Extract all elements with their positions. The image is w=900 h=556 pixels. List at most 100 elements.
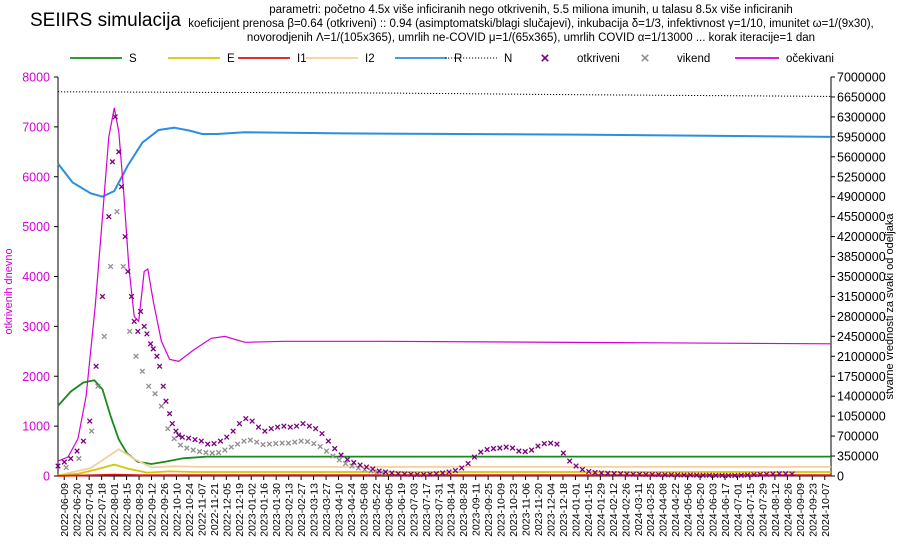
line-n bbox=[57, 91, 832, 97]
point-otkriveni bbox=[560, 450, 567, 456]
point-otkriveni bbox=[325, 438, 332, 444]
point-otkriveni bbox=[757, 471, 763, 478]
point-otkriveni bbox=[592, 469, 598, 476]
x-tick-label: 2023-05-22 bbox=[371, 483, 383, 537]
y-left-tick-label: 2000 bbox=[22, 370, 50, 384]
point-otkriveni bbox=[55, 463, 61, 469]
x-tick-label: 2023-11-20 bbox=[533, 483, 545, 536]
y-left-tick-label: 0 bbox=[43, 470, 50, 484]
point-vikend bbox=[323, 448, 330, 454]
point-otkriveni bbox=[566, 458, 573, 464]
point-otkriveni bbox=[144, 331, 150, 337]
y-left-tick-label: 3000 bbox=[22, 320, 50, 334]
point-vikend bbox=[311, 440, 317, 447]
point-otkriveni bbox=[674, 472, 681, 478]
point-vikend bbox=[95, 383, 101, 389]
x-tick-label: 2024-07-01 bbox=[732, 483, 744, 537]
point-otkriveni bbox=[99, 293, 106, 300]
series-otkriveni bbox=[55, 114, 795, 479]
y-right-tick-label: 4550000 bbox=[837, 210, 886, 224]
y-right-tick-label: 5950000 bbox=[837, 130, 886, 144]
point-otkriveni bbox=[118, 183, 125, 190]
x-tick-label: 2023-02-27 bbox=[296, 483, 308, 537]
x-tick-label: 2024-03-25 bbox=[645, 483, 657, 537]
point-vikend bbox=[114, 208, 120, 215]
x-tick-label: 2022-11-21 bbox=[209, 483, 221, 536]
plot-area bbox=[55, 91, 832, 479]
point-otkriveni bbox=[376, 468, 382, 474]
y-right-tick-label: 0 bbox=[837, 470, 844, 484]
point-otkriveni bbox=[67, 455, 74, 462]
point-otkriveni bbox=[770, 471, 776, 477]
point-vikend bbox=[215, 449, 222, 456]
point-otkriveni bbox=[554, 441, 560, 447]
point-otkriveni bbox=[249, 418, 255, 424]
x-tick-label: 2023-07-31 bbox=[433, 483, 445, 537]
legend-label-e: E bbox=[227, 53, 235, 65]
x-tick-label: 2023-09-25 bbox=[483, 483, 495, 537]
point-vikend bbox=[171, 435, 177, 442]
point-vikend bbox=[260, 441, 266, 448]
x-tick-label: 2023-12-18 bbox=[558, 483, 570, 537]
y-right-tick-label: 2800000 bbox=[837, 310, 886, 324]
y-right-axis-title: stvarne vrednosti za svaki od odeljaka bbox=[884, 213, 896, 400]
point-otkriveni bbox=[281, 423, 287, 429]
point-otkriveni bbox=[465, 460, 471, 467]
point-otkriveni bbox=[744, 472, 751, 478]
chart-parameters: parametri: početno 4.5x više inficiranih… bbox=[170, 3, 892, 45]
point-otkriveni bbox=[223, 434, 230, 440]
x-tick-label: 2024-03-11 bbox=[633, 483, 645, 536]
point-otkriveni bbox=[131, 318, 137, 325]
point-vikend bbox=[304, 438, 311, 445]
point-otkriveni bbox=[693, 472, 700, 478]
point-otkriveni bbox=[255, 424, 262, 430]
point-otkriveni bbox=[300, 420, 306, 427]
x-tick-label: 2023-08-14 bbox=[446, 483, 458, 537]
point-otkriveni bbox=[338, 452, 344, 458]
x-tick-label: 2022-08-01 bbox=[109, 483, 121, 537]
legend-marker-vikend bbox=[641, 54, 649, 62]
point-otkriveni bbox=[547, 440, 554, 446]
point-otkriveni bbox=[268, 425, 274, 432]
point-otkriveni bbox=[535, 443, 541, 449]
point-otkriveni bbox=[395, 470, 401, 477]
point-otkriveni bbox=[497, 445, 503, 451]
y-right-tick-label: 350000 bbox=[837, 450, 879, 464]
point-otkriveni bbox=[408, 471, 414, 478]
point-otkriveni bbox=[738, 472, 744, 479]
x-tick-label: 2023-03-27 bbox=[321, 483, 333, 537]
legend-label-otkriveni: otkriveni bbox=[577, 53, 620, 65]
x-tick-label: 2024-01-15 bbox=[583, 483, 595, 537]
point-vikend bbox=[63, 464, 69, 471]
params-line-2: koeficijent prenosa β=0.64 (otkriveni) :… bbox=[188, 18, 874, 30]
x-tick-label: 2022-11-07 bbox=[196, 483, 208, 536]
x-tick-label: 2024-02-26 bbox=[620, 483, 632, 537]
point-otkriveni bbox=[713, 472, 719, 479]
point-otkriveni bbox=[351, 459, 357, 466]
x-tick-label: 2023-01-30 bbox=[271, 483, 283, 537]
params-line-1: parametri: početno 4.5x više inficiranih… bbox=[269, 4, 793, 16]
point-otkriveni bbox=[763, 471, 770, 478]
point-otkriveni bbox=[522, 448, 529, 455]
point-otkriveni bbox=[93, 363, 99, 370]
y-right-tick-label: 4900000 bbox=[837, 190, 886, 204]
x-tick-label: 2023-06-19 bbox=[396, 483, 408, 537]
point-otkriveni bbox=[541, 440, 548, 447]
x-tick-label: 2023-07-03 bbox=[408, 483, 420, 537]
x-tick-label: 2024-09-23 bbox=[807, 483, 819, 537]
point-vikend bbox=[272, 440, 279, 447]
point-otkriveni bbox=[751, 471, 757, 478]
series-e bbox=[57, 463, 831, 477]
y-right-tick-label: 700000 bbox=[837, 430, 879, 444]
point-otkriveni bbox=[611, 470, 617, 477]
point-vikend bbox=[126, 328, 133, 335]
point-otkriveni bbox=[175, 432, 182, 438]
point-otkriveni bbox=[433, 470, 440, 477]
point-otkriveni bbox=[471, 454, 478, 460]
x-tick-label: 2022-09-12 bbox=[147, 483, 159, 537]
legend-label-i1: I1 bbox=[297, 53, 307, 65]
y-right-tick-label: 2100000 bbox=[837, 350, 886, 364]
point-vikend bbox=[234, 441, 241, 447]
